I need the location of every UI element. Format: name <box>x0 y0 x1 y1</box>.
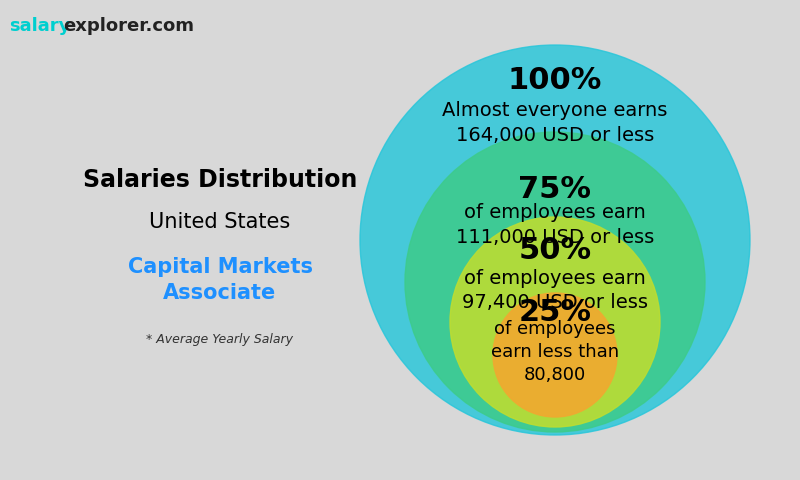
Circle shape <box>405 132 705 432</box>
Text: Capital Markets
Associate: Capital Markets Associate <box>127 257 313 303</box>
Text: 25%: 25% <box>518 299 591 327</box>
Text: of employees
earn less than
80,800: of employees earn less than 80,800 <box>491 320 619 384</box>
Text: of employees earn
97,400 USD or less: of employees earn 97,400 USD or less <box>462 269 648 312</box>
Text: 75%: 75% <box>518 175 591 204</box>
Text: Salaries Distribution: Salaries Distribution <box>83 168 357 192</box>
Text: 100%: 100% <box>508 66 602 95</box>
Circle shape <box>360 45 750 435</box>
Text: 50%: 50% <box>518 236 591 265</box>
Circle shape <box>450 217 660 427</box>
Text: of employees earn
111,000 USD or less: of employees earn 111,000 USD or less <box>456 204 654 247</box>
Text: Almost everyone earns
164,000 USD or less: Almost everyone earns 164,000 USD or les… <box>442 101 668 144</box>
Text: explorer.com: explorer.com <box>63 17 194 35</box>
Text: United States: United States <box>150 212 290 232</box>
Text: salary: salary <box>10 17 71 35</box>
Text: * Average Yearly Salary: * Average Yearly Salary <box>146 334 294 347</box>
Circle shape <box>493 293 617 417</box>
